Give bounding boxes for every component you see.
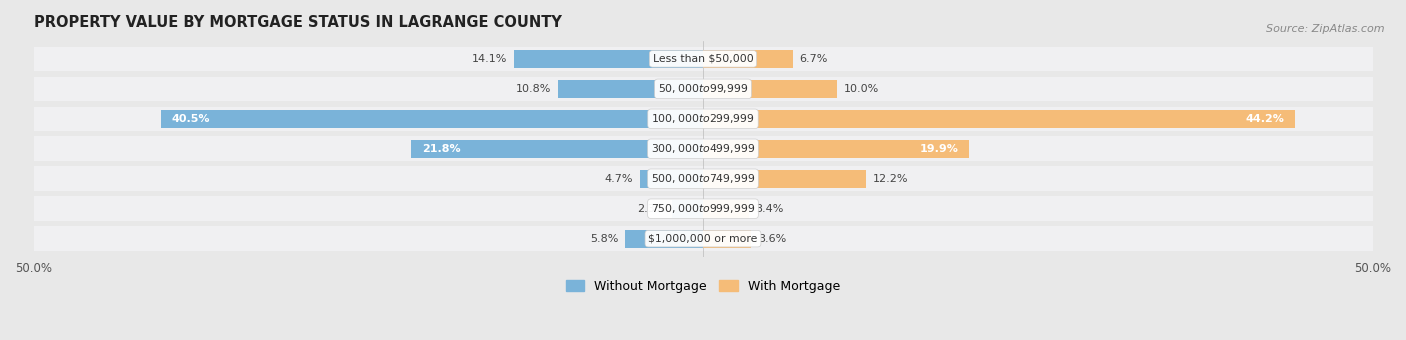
Text: $750,000 to $999,999: $750,000 to $999,999 (651, 202, 755, 215)
Bar (411, 140, 703, 158)
Bar (34, 76, 1372, 101)
Bar (34, 167, 1372, 191)
Bar (34, 136, 1372, 161)
Legend: Without Mortgage, With Mortgage: Without Mortgage, With Mortgage (561, 275, 845, 298)
Text: 3.6%: 3.6% (758, 234, 786, 244)
Bar (160, 110, 703, 128)
Bar (34, 226, 1372, 251)
Bar (34, 47, 1372, 71)
Bar (515, 50, 703, 68)
Text: 5.8%: 5.8% (591, 234, 619, 244)
Bar (703, 140, 970, 158)
Bar (640, 170, 703, 188)
Text: 10.8%: 10.8% (516, 84, 551, 94)
Text: 19.9%: 19.9% (920, 144, 959, 154)
Bar (703, 110, 1295, 128)
Bar (703, 80, 837, 98)
Text: Source: ZipAtlas.com: Source: ZipAtlas.com (1267, 24, 1385, 34)
Text: $500,000 to $749,999: $500,000 to $749,999 (651, 172, 755, 185)
Text: 4.7%: 4.7% (605, 174, 633, 184)
Text: $300,000 to $499,999: $300,000 to $499,999 (651, 142, 755, 155)
Text: 14.1%: 14.1% (472, 54, 508, 64)
Text: 12.2%: 12.2% (873, 174, 908, 184)
Text: 21.8%: 21.8% (422, 144, 460, 154)
Text: 6.7%: 6.7% (800, 54, 828, 64)
Bar (34, 197, 1372, 221)
Text: $50,000 to $99,999: $50,000 to $99,999 (658, 82, 748, 95)
Bar (558, 80, 703, 98)
Text: 2.3%: 2.3% (637, 204, 665, 214)
Bar (34, 106, 1372, 131)
Text: $100,000 to $299,999: $100,000 to $299,999 (651, 112, 755, 125)
Text: Less than $50,000: Less than $50,000 (652, 54, 754, 64)
Bar (703, 170, 866, 188)
Text: 40.5%: 40.5% (172, 114, 209, 124)
Text: $1,000,000 or more: $1,000,000 or more (648, 234, 758, 244)
Bar (703, 200, 748, 218)
Text: 10.0%: 10.0% (844, 84, 879, 94)
Bar (626, 230, 703, 248)
Text: 44.2%: 44.2% (1246, 114, 1284, 124)
Bar (703, 230, 751, 248)
Bar (672, 200, 703, 218)
Bar (703, 50, 793, 68)
Text: 3.4%: 3.4% (755, 204, 783, 214)
Text: PROPERTY VALUE BY MORTGAGE STATUS IN LAGRANGE COUNTY: PROPERTY VALUE BY MORTGAGE STATUS IN LAG… (34, 15, 561, 30)
